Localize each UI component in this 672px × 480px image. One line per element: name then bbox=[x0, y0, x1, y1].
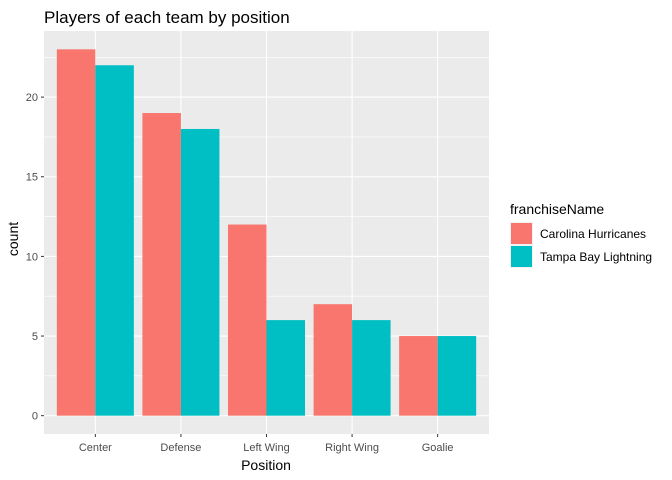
bars bbox=[56, 49, 477, 416]
x-axis: Center Defense Left Wing Right Wing Goalie bbox=[79, 434, 454, 454]
legend-label: Tampa Bay Lightning bbox=[540, 250, 652, 264]
bar-carolina-center bbox=[56, 49, 96, 416]
bar-carolina-right-wing bbox=[313, 304, 353, 416]
x-tick-label: Center bbox=[79, 442, 112, 454]
y-tick-label: 0 bbox=[32, 411, 38, 423]
x-tick-label: Goalie bbox=[422, 442, 454, 454]
bar-tampa-center bbox=[95, 65, 134, 416]
legend: franchiseName Carolina Hurricanes Tampa B… bbox=[510, 201, 652, 268]
y-tick-label: 10 bbox=[26, 251, 38, 263]
bar-carolina-left-wing bbox=[227, 224, 267, 416]
x-axis-title: Position bbox=[241, 457, 291, 473]
legend-title: franchiseName bbox=[510, 201, 604, 217]
x-tick-label: Right Wing bbox=[325, 442, 379, 454]
y-axis: 0 5 10 15 20 bbox=[26, 92, 44, 423]
bar-tampa-defense bbox=[180, 128, 220, 416]
x-tick-label: Defense bbox=[160, 442, 201, 454]
bar-tampa-goalie bbox=[437, 336, 477, 416]
y-tick-label: 20 bbox=[26, 92, 38, 104]
bar-tampa-left-wing bbox=[266, 320, 306, 416]
y-axis-title: count bbox=[5, 222, 21, 256]
y-tick-label: 15 bbox=[26, 172, 38, 184]
chart-title: Players of each team by position bbox=[44, 8, 290, 27]
x-tick-label: Left Wing bbox=[243, 442, 289, 454]
legend-label: Carolina Hurricanes bbox=[540, 227, 646, 241]
bar-carolina-goalie bbox=[399, 336, 438, 416]
bar-carolina-defense bbox=[142, 113, 181, 416]
y-tick-label: 5 bbox=[32, 331, 38, 343]
legend-swatch bbox=[511, 223, 532, 244]
bar-tampa-right-wing bbox=[352, 320, 391, 416]
legend-swatch bbox=[511, 246, 532, 267]
